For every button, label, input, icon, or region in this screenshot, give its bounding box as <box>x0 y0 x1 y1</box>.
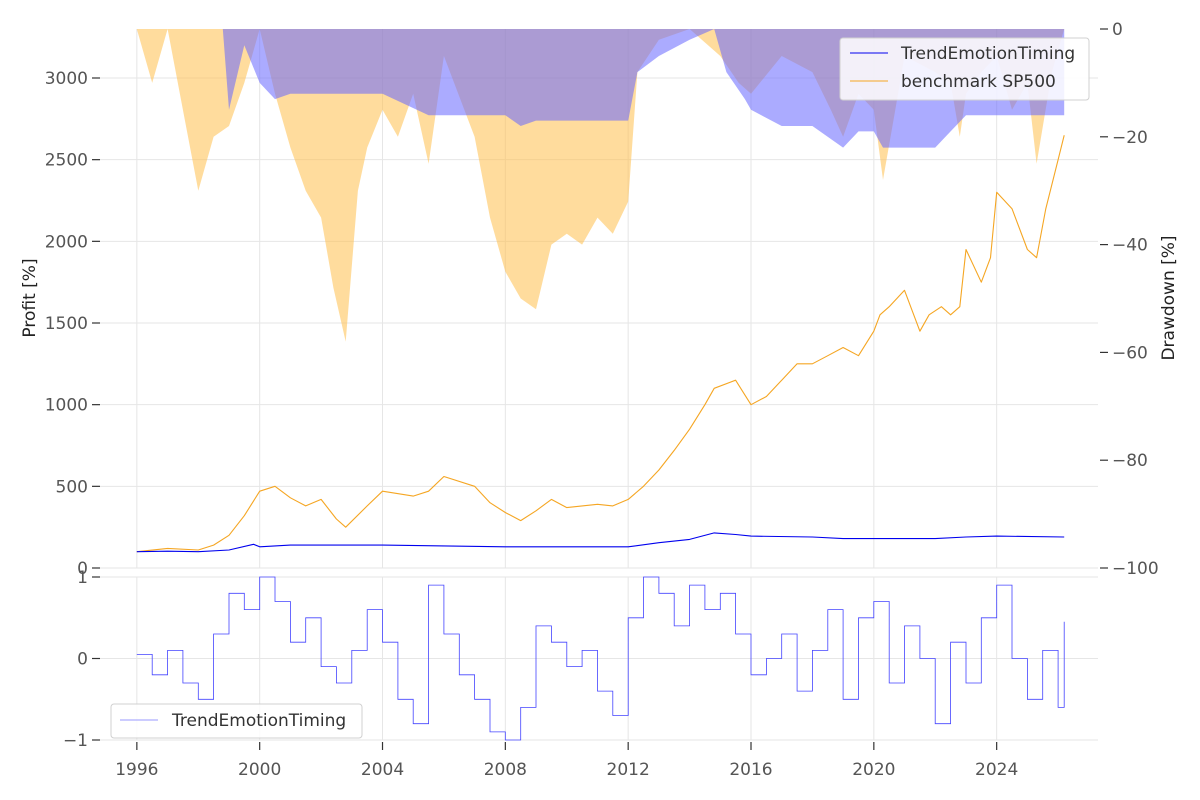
profit-line-benchmark <box>136 135 1065 553</box>
top-panel-axes: 0 500 1000 1500 2000 2500 3000 0 −20 −40 −60 −80 −10… <box>45 20 1159 579</box>
y-axis-label-right: Drawdown [%] <box>1159 235 1179 360</box>
tick-label-right-4: −80 <box>1112 451 1148 471</box>
signal-line-strategy <box>136 576 1065 741</box>
tick-label-x-2024: 2024 <box>975 760 1018 780</box>
tick-label-right-0: 0 <box>1112 20 1123 40</box>
tick-label-left-3000: 3000 <box>45 69 88 89</box>
legend-label-strategy: TrendEmotionTiming <box>900 44 1075 64</box>
tick-label-x-2000: 2000 <box>238 760 281 780</box>
tick-label-left-0: 0 <box>77 559 88 579</box>
bottom-legend-box <box>110 703 363 739</box>
legend-label-signal: TrendEmotionTiming <box>171 711 346 731</box>
drawdown-area-strategy <box>136 29 1065 148</box>
tick-label-right-2: −40 <box>1112 236 1148 256</box>
tick-label-right-5: −100 <box>1112 559 1159 579</box>
tick-label-x-2008: 2008 <box>484 760 527 780</box>
tick-label-x-2012: 2012 <box>607 760 650 780</box>
tick-label-left-500: 500 <box>56 477 88 497</box>
y-axis-label-left: Profit [%] <box>20 258 40 337</box>
profit-lines <box>136 135 1065 553</box>
tick-label-x-2020: 2020 <box>852 760 895 780</box>
drawdown-areas <box>136 29 1065 342</box>
bottom-legend: TrendEmotionTiming <box>110 703 363 739</box>
signal-lines <box>136 576 1065 741</box>
tick-label-right-1: −20 <box>1112 128 1148 148</box>
tick-label-x-1996: 1996 <box>115 760 158 780</box>
tick-label-right-3: −60 <box>1112 343 1148 363</box>
tick-label-left-1000: 1000 <box>45 396 88 416</box>
tick-label-left-1500: 1500 <box>45 314 88 334</box>
tick-label-x-2016: 2016 <box>729 760 772 780</box>
bottom-panel-axes: 1996 2000 2004 2008 2012 2016 2020 2024 −1 0 1 <box>63 568 1018 780</box>
tick-label-left-2500: 2500 <box>45 151 88 171</box>
tick-label-bottom-1: 0 <box>77 650 88 670</box>
legend-label-benchmark: benchmark SP500 <box>901 72 1056 92</box>
tick-label-left-2000: 2000 <box>45 232 88 252</box>
top-legend-box <box>839 37 1090 101</box>
tick-label-x-2004: 2004 <box>361 760 404 780</box>
top-legend: TrendEmotionTiming benchmark SP500 <box>839 37 1090 101</box>
tick-label-bottom-2: 1 <box>77 568 88 588</box>
tick-label-bottom-0: −1 <box>63 731 88 751</box>
profit-line-strategy <box>136 532 1065 553</box>
